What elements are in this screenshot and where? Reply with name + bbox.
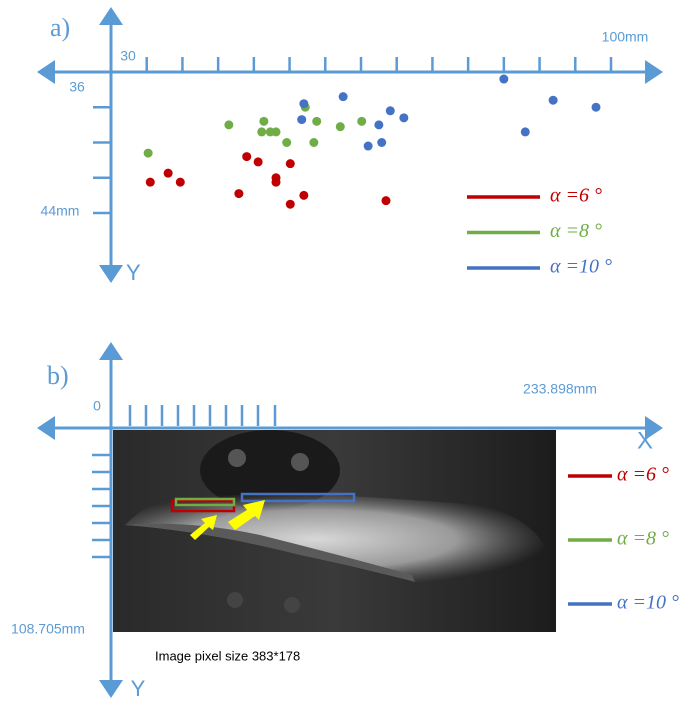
y-axis-label: Y [126, 260, 141, 285]
legend-label-b: α =6 ° [617, 464, 669, 486]
point [312, 116, 322, 126]
arrow-yellow [228, 500, 265, 530]
x-start-label: 0 [93, 398, 101, 414]
x-axis-label-b: X [637, 427, 653, 454]
point [309, 138, 319, 147]
ticks-b [92, 405, 277, 559]
point [374, 120, 384, 130]
y-ticks-b [92, 453, 111, 559]
point [299, 190, 309, 200]
point [299, 99, 309, 109]
x-ticks-b [128, 405, 277, 426]
point [385, 106, 395, 116]
point [259, 116, 269, 126]
y-tick-label: 44mm [41, 203, 80, 219]
point [163, 168, 173, 178]
x-tick-label: 30 [120, 48, 136, 64]
point [145, 177, 155, 187]
point [520, 127, 530, 137]
photo-bolt [291, 453, 309, 471]
legend-label: α =10 ° [550, 256, 612, 278]
point [297, 115, 307, 125]
point [282, 138, 292, 147]
point [242, 152, 252, 162]
photo-bolt [227, 592, 243, 608]
point [399, 113, 409, 123]
x-end-label: 233.898mm [523, 381, 597, 397]
legend-label: α =6 ° [550, 185, 602, 207]
panel-a-label: a) [50, 13, 70, 42]
point [271, 177, 281, 187]
point [234, 189, 244, 199]
point [338, 92, 348, 102]
point [257, 127, 267, 137]
caption: Image pixel size 383*178 [155, 648, 300, 663]
y-axis-label-b: Y [131, 676, 146, 701]
arrow-yellow [190, 515, 217, 540]
y-end-label: 108.705mm [11, 621, 85, 637]
region-blue [240, 492, 356, 503]
point [175, 177, 185, 187]
panel-b-label: b) [47, 361, 69, 390]
point [381, 196, 391, 206]
point [363, 141, 373, 151]
photo [113, 430, 556, 632]
point [143, 148, 153, 158]
legend-label-b: α =8 ° [617, 528, 669, 550]
point [285, 159, 295, 169]
photo-bolt [228, 449, 246, 467]
point [591, 102, 601, 112]
point [224, 120, 234, 130]
legend-label: α =8 ° [550, 220, 602, 242]
photo-bolt [284, 597, 300, 613]
point [271, 127, 281, 137]
point [253, 157, 263, 167]
point [285, 199, 295, 209]
x-tick-label: 100mm [602, 29, 649, 45]
point [499, 74, 509, 84]
point [377, 138, 387, 147]
point [335, 122, 345, 132]
region-green [174, 497, 236, 507]
point [357, 116, 367, 126]
spray-plume [125, 495, 550, 584]
point [548, 95, 558, 105]
y-tick-label: 36 [69, 79, 85, 95]
legend-label-b: α =10 ° [617, 592, 679, 614]
